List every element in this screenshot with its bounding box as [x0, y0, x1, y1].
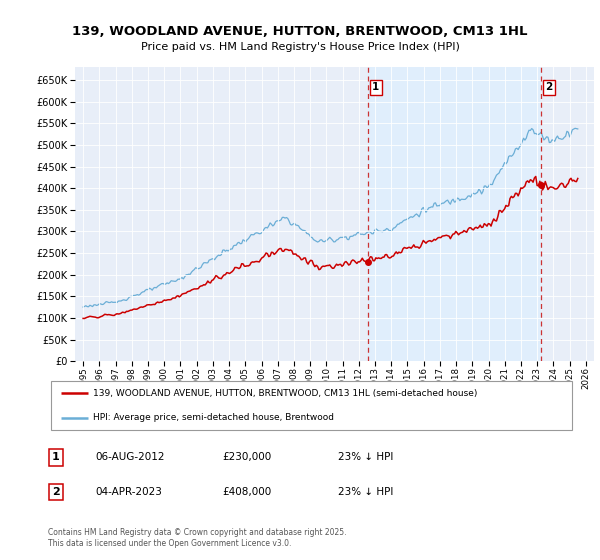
FancyBboxPatch shape [50, 381, 572, 430]
Text: 23% ↓ HPI: 23% ↓ HPI [338, 452, 394, 463]
Text: 23% ↓ HPI: 23% ↓ HPI [338, 487, 394, 497]
Text: 139, WOODLAND AVENUE, HUTTON, BRENTWOOD, CM13 1HL (semi-detached house): 139, WOODLAND AVENUE, HUTTON, BRENTWOOD,… [93, 389, 477, 398]
Text: Contains HM Land Registry data © Crown copyright and database right 2025.
This d: Contains HM Land Registry data © Crown c… [48, 528, 347, 548]
Text: 2: 2 [52, 487, 60, 497]
Text: 2: 2 [545, 82, 553, 92]
Text: 04-APR-2023: 04-APR-2023 [95, 487, 163, 497]
Text: HPI: Average price, semi-detached house, Brentwood: HPI: Average price, semi-detached house,… [93, 413, 334, 422]
Text: £408,000: £408,000 [222, 487, 271, 497]
Text: 1: 1 [372, 82, 380, 92]
Text: 1: 1 [52, 452, 60, 463]
Text: Price paid vs. HM Land Registry's House Price Index (HPI): Price paid vs. HM Land Registry's House … [140, 42, 460, 52]
Text: 139, WOODLAND AVENUE, HUTTON, BRENTWOOD, CM13 1HL: 139, WOODLAND AVENUE, HUTTON, BRENTWOOD,… [72, 25, 528, 38]
Bar [368, 67, 541, 361]
Text: 06-AUG-2012: 06-AUG-2012 [95, 452, 165, 463]
Text: £230,000: £230,000 [222, 452, 271, 463]
